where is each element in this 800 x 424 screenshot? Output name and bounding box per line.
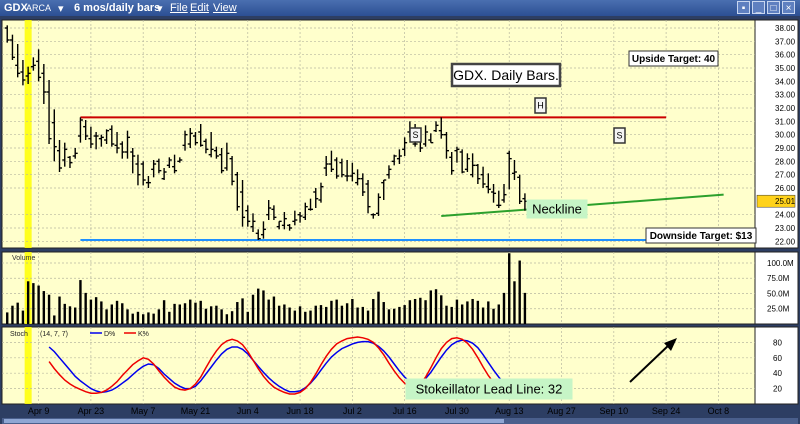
x-tick-label: May 7 [131, 406, 156, 416]
volume-tick-label: 50.0M [767, 289, 790, 298]
price-axis-background [754, 19, 799, 249]
volume-tick-label: 100.0M [767, 259, 794, 268]
volume-panel-label: Volume [12, 255, 35, 262]
head-label-box [534, 97, 547, 114]
price-tick-label: 24.00 [775, 211, 796, 220]
period-dropdown-icon[interactable]: ▾ [157, 3, 163, 15]
stoch-legend-d: D% [104, 331, 115, 338]
minimize-button[interactable]: _ [752, 1, 765, 14]
maximize-button[interactable]: □ [767, 1, 780, 14]
x-tick-label: Jul 30 [445, 406, 469, 416]
volume-panel: Volume 25.0M 50.0M 75.0M 100.0M [1, 251, 799, 325]
price-tick-label: 30.00 [775, 131, 796, 140]
x-tick-label: Jul 16 [393, 406, 417, 416]
downside-target-label-box [645, 227, 757, 244]
stoch-params: (14, 7, 7) [40, 331, 68, 338]
menu-file[interactable]: File [170, 2, 188, 14]
symbol-label[interactable]: GDX [4, 2, 28, 14]
upside-target-label-box [628, 50, 719, 67]
neckline-label: Neckline [532, 202, 582, 217]
neckline-label-box [526, 199, 588, 219]
period-label[interactable]: 6 mos/daily bars [74, 2, 161, 14]
upside-target-label: Upside Target: 40 [632, 54, 716, 65]
price-tick-label: 38.00 [775, 24, 796, 33]
menu-view[interactable]: View [213, 2, 237, 14]
stoch-background [1, 326, 756, 405]
highlight-band [24, 20, 32, 248]
price-tick-label: 27.00 [775, 171, 796, 180]
exchange-label: ARCA [26, 3, 52, 13]
close-button[interactable]: × [782, 1, 795, 14]
title-annotation: GDX. Daily Bars. [453, 67, 559, 83]
price-tick-label: 37.00 [775, 37, 796, 46]
stoch-lead-line-label: Stokeillator Lead Line: 32 [416, 382, 563, 397]
price-tick-label: 22.00 [775, 237, 796, 246]
left-shoulder-label: S [412, 130, 418, 140]
price-panel: 22.00 23.00 24.00 26.00 27.00 28.00 29.00 30.00… [1, 19, 799, 249]
price-tick-label: 32.00 [775, 104, 796, 113]
downside-target-label: Downside Target: $13 [650, 231, 753, 242]
price-tick-label: 36.00 [775, 51, 796, 60]
highlight-band [24, 327, 32, 404]
title-annotation-box [450, 62, 562, 88]
x-tick-label: Jul 2 [343, 406, 362, 416]
scrollbar-thumb [4, 419, 504, 423]
stoch-tick-label: 40 [773, 369, 782, 378]
stoch-title: Stoch [10, 331, 28, 338]
x-tick-label: Aug 27 [547, 406, 576, 416]
stoch-axis-background [754, 326, 799, 405]
volume-axis-background [754, 251, 799, 325]
x-tick-label: Apr 23 [78, 406, 105, 416]
x-tick-label: Sep 10 [600, 406, 629, 416]
price-tick-label: 26.00 [775, 184, 796, 193]
price-tick-label: 23.00 [775, 224, 796, 233]
date-axis: Apr 9 Apr 23 May 7 May 21 Jun 4 Jun 18 Jul 2 Ju… [28, 406, 730, 416]
price-tick-label: 28.00 [775, 157, 796, 166]
stoch-tick-label: 60 [773, 354, 782, 363]
menu-edit[interactable]: Edit [190, 2, 209, 14]
stoch-legend-k: K% [138, 331, 149, 338]
stoch-arrow-head [664, 338, 677, 351]
x-tick-label: Oct 8 [708, 406, 730, 416]
chart-area: 22.00 23.00 24.00 26.00 27.00 28.00 29.00 30.00… [1, 19, 799, 424]
price-tick-label: 31.00 [775, 117, 796, 126]
price-tick-label: 29.00 [775, 144, 796, 153]
price-tick-label: 35.00 [775, 64, 796, 73]
volume-tick-label: 25.0M [767, 305, 790, 314]
x-tick-label: Apr 9 [28, 406, 50, 416]
right-shoulder-label-box [613, 127, 626, 144]
x-tick-label: Aug 13 [495, 406, 524, 416]
stoch-d-line [48, 339, 541, 396]
stoch-tick-label: 20 [773, 385, 782, 394]
x-tick-label: Jun 4 [237, 406, 259, 416]
last-price-label: 25.01 [775, 197, 796, 206]
volume-tick-label: 75.0M [767, 274, 790, 283]
x-tick-label: Jun 18 [287, 406, 314, 416]
left-shoulder-label-box [409, 127, 422, 143]
stochastic-panel: Stoch (14, 7, 7) D% K% 20 40 60 80 Stokeillator … [1, 326, 799, 405]
price-tick-label: 33.00 [775, 91, 796, 100]
symbol-dropdown-icon[interactable]: ▾ [58, 3, 64, 15]
head-label: H [537, 101, 544, 111]
stoch-lead-line-label-box [405, 378, 573, 400]
right-shoulder-label: S [616, 131, 622, 141]
price-tick-label: 34.00 [775, 77, 796, 86]
chart-scrollbar[interactable] [2, 418, 798, 424]
stoch-k-line [48, 336, 541, 398]
x-tick-label: Sep 24 [652, 406, 681, 416]
last-price-marker [756, 194, 796, 208]
pin-button[interactable]: ▪ [737, 1, 750, 14]
stoch-arrow-line [629, 343, 671, 383]
window-titlebar: GDX ARCA ▾ 6 mos/daily bars ▾ File Edit … [0, 0, 800, 16]
x-tick-label: May 21 [181, 406, 211, 416]
stoch-tick-label: 80 [773, 338, 782, 347]
